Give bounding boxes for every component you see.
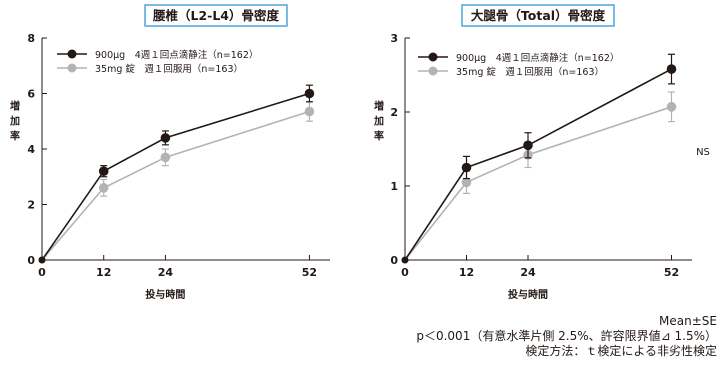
femur-data-point-0 bbox=[666, 64, 677, 74]
femur-legend-label-0: 900μg 4週１回点滴静注（n=162） bbox=[456, 52, 619, 64]
lumbar-series-line-1 bbox=[41, 110, 310, 261]
footnote-mean-se: Mean±SE bbox=[659, 314, 717, 328]
femur-legend-marker-0 bbox=[428, 52, 438, 62]
femur-series-line-1 bbox=[404, 106, 672, 261]
lumbar-title-box bbox=[144, 4, 288, 27]
lumbar-data-point-0 bbox=[160, 133, 171, 143]
lumbar-chart-title: 腰椎（L2-L4）骨密度 bbox=[152, 8, 280, 23]
femur-y-tick-label: 2 bbox=[390, 106, 398, 119]
lumbar-x-tick-label: 52 bbox=[302, 266, 317, 279]
femur-x-tick-label: 0 bbox=[401, 266, 409, 279]
lumbar-legend-marker-1 bbox=[67, 63, 77, 73]
femur-data-point-1 bbox=[461, 177, 472, 188]
femur-x-axis-label: 投与時間 bbox=[508, 288, 548, 301]
femur-chart-title: 大腿骨（Total）骨密度 bbox=[471, 8, 606, 23]
footnote-test-method: 検定方法：ｔ検定による非劣性検定 bbox=[525, 344, 717, 358]
femur-series-line-0 bbox=[404, 68, 672, 261]
femur-x-tick-label: 52 bbox=[664, 266, 679, 279]
femur-legend-label-1: 35mg 錠 週１回服用（n=163） bbox=[456, 66, 604, 78]
femur-data-point-0 bbox=[523, 140, 533, 151]
femur-data-point-0 bbox=[461, 162, 472, 173]
lumbar-legend-marker-0 bbox=[67, 49, 77, 59]
femur-data-point-0 bbox=[401, 256, 409, 264]
lumbar-y-tick-label: 8 bbox=[27, 32, 35, 45]
lumbar-y-tick-label: 0 bbox=[27, 254, 35, 267]
femur-y-tick-label: 0 bbox=[390, 254, 398, 267]
femur-legend-marker-1 bbox=[428, 66, 438, 76]
lumbar-y-tick-label: 2 bbox=[27, 199, 35, 212]
lumbar-legend-label-0: 900μg 4週１回点滴静注（n=162） bbox=[95, 49, 258, 61]
footnote-p-value: p＜0.001（有意水準片側 2.5%、許容限界値⊿ 1.5%） bbox=[416, 329, 717, 343]
lumbar-series-line-0 bbox=[41, 92, 310, 261]
lumbar-x-tick-label: 12 bbox=[96, 266, 111, 279]
femur-data-point-1 bbox=[666, 102, 677, 112]
lumbar-y-axis-label: 増加率 bbox=[8, 99, 21, 145]
footnotes: Mean±SE p＜0.001（有意水準片側 2.5%、許容限界値⊿ 1.5%）… bbox=[416, 314, 717, 359]
femur-title-box bbox=[461, 4, 615, 27]
lumbar-y-tick-label: 6 bbox=[27, 88, 35, 101]
lumbar-data-point-1 bbox=[98, 183, 109, 193]
femur-x-tick-label: 24 bbox=[520, 266, 536, 279]
lumbar-legend-label-1: 35mg 錠 週１回服用（n=163） bbox=[95, 63, 243, 75]
lumbar-data-point-1 bbox=[304, 106, 315, 117]
femur-y-tick-label: 1 bbox=[390, 180, 398, 193]
lumbar-x-tick-label: 0 bbox=[38, 266, 46, 279]
femur-annotation-ns: NS bbox=[696, 147, 710, 158]
lumbar-data-point-0 bbox=[304, 88, 315, 99]
lumbar-data-point-1 bbox=[160, 152, 171, 163]
lumbar-x-axis-label: 投与時間 bbox=[145, 288, 185, 301]
femur-x-tick-label: 12 bbox=[459, 266, 474, 279]
femur-y-axis-label: 増加率 bbox=[372, 99, 385, 145]
lumbar-data-point-0 bbox=[38, 256, 46, 264]
femur-y-tick-label: 3 bbox=[390, 32, 398, 45]
lumbar-data-point-0 bbox=[98, 166, 109, 176]
lumbar-x-tick-label: 24 bbox=[158, 266, 174, 279]
lumbar-y-tick-label: 4 bbox=[27, 143, 35, 156]
